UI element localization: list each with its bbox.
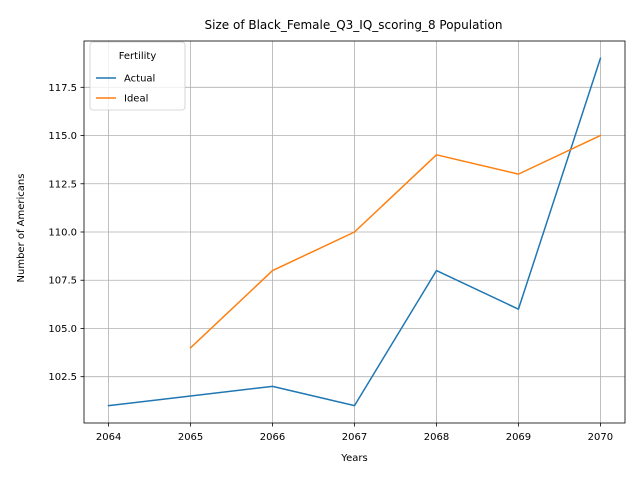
y-tick-label: 112.5 xyxy=(48,179,77,190)
y-tick-label: 117.5 xyxy=(48,83,77,94)
y-axis: 102.5 105.0 107.5 110.0 112.5 115.0 117.5 xyxy=(48,83,84,383)
x-tick-label: 2069 xyxy=(506,432,531,443)
y-tick-label: 107.5 xyxy=(48,276,77,287)
x-tick-label: 2065 xyxy=(178,432,203,443)
series-line-ideal xyxy=(191,136,601,348)
x-axis-label: Years xyxy=(340,453,367,464)
x-tick-label: 2068 xyxy=(424,432,449,443)
y-axis-label: Number of Americans xyxy=(16,174,27,283)
x-axis: 2064 2065 2066 2067 2068 2069 2070 xyxy=(96,423,613,443)
y-tick-label: 102.5 xyxy=(48,372,77,383)
y-tick-label: 115.0 xyxy=(48,131,77,142)
x-tick-label: 2067 xyxy=(342,432,367,443)
x-tick-label: 2066 xyxy=(260,432,285,443)
y-tick-label: 105.0 xyxy=(48,324,77,335)
legend: Fertility Actual Ideal xyxy=(90,42,185,110)
legend-title: Fertility xyxy=(119,51,157,62)
y-tick-label: 110.0 xyxy=(48,228,77,239)
x-tick-label: 2070 xyxy=(588,432,613,443)
legend-label-ideal: Ideal xyxy=(124,94,148,105)
legend-label-actual: Actual xyxy=(124,74,155,85)
chart-title: Size of Black_Female_Q3_IQ_scoring_8 Pop… xyxy=(205,18,503,32)
x-tick-label: 2064 xyxy=(96,432,121,443)
